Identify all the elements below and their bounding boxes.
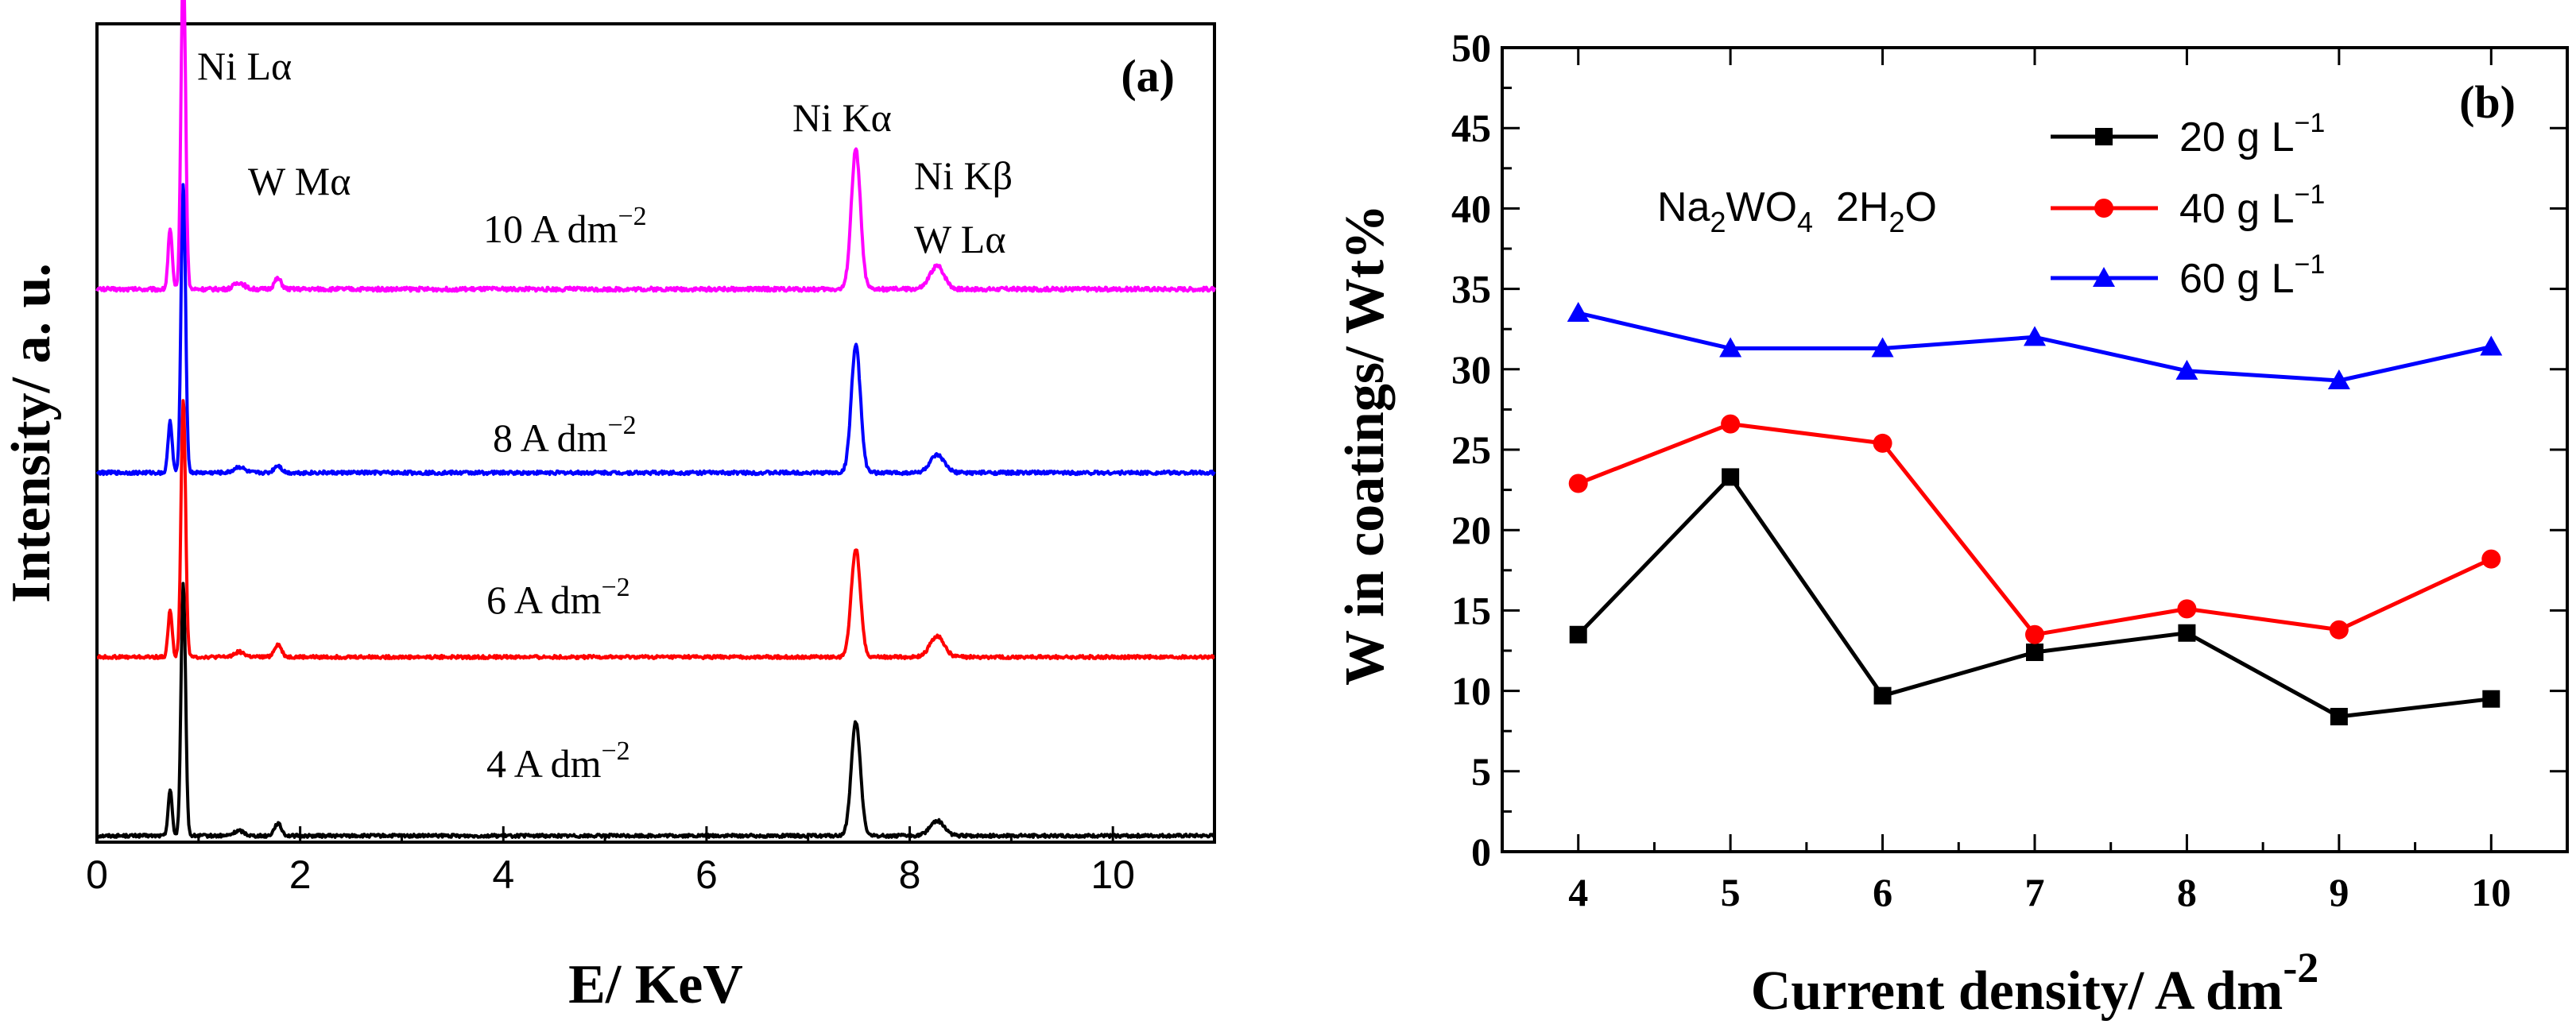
panel-b-y-tick-label: 10 — [1451, 669, 1491, 713]
panel-b-y-tick-label: 30 — [1451, 347, 1491, 392]
panel-b-x-tick-label: 4 — [1568, 870, 1588, 914]
panel-a-eds-spectra: 0 2 4 6 8 10 (a) Ni Lα W Mα Ni Kα Ni Kβ W Lα … — [1, 0, 1216, 1015]
series-label-4: 4 A dm−2 — [486, 736, 630, 786]
panel-b-y-tick-label: 5 — [1471, 749, 1491, 794]
legend-marker — [2095, 128, 2113, 145]
data-point — [1721, 414, 1741, 434]
data-point — [2026, 644, 2043, 662]
series-line-20gl — [1576, 474, 2492, 719]
panel-b-x-tick-label: 10 — [2471, 870, 2511, 914]
data-point — [1873, 433, 1892, 453]
legend-label: 20 g L−1 — [2179, 108, 2325, 160]
panel-a-x-ticks: 0 2 4 6 8 10 — [86, 826, 1216, 897]
panel-b-y-tick-label: 40 — [1451, 186, 1491, 230]
panel-b-x-tick-label: 9 — [2329, 870, 2349, 914]
panel-a-x-tick-label: 6 — [695, 852, 718, 897]
data-point — [2177, 599, 2197, 619]
peak-label-w-ma: W Mα — [248, 159, 351, 203]
data-point — [2481, 549, 2501, 569]
data-point — [2482, 690, 2500, 708]
panel-b-series — [1567, 301, 2503, 725]
panel-a-x-tick-label: 8 — [899, 852, 921, 897]
panel-a-series — [95, 0, 1216, 839]
legend-label: 40 g L−1 — [2179, 180, 2325, 232]
panel-a-x-tick-label: 0 — [86, 852, 108, 897]
panel-b-y-tick-label: 0 — [1471, 829, 1491, 874]
peak-label-w-la: W Lα — [914, 217, 1006, 261]
panel-b-x-tick-label: 7 — [2025, 870, 2045, 914]
peak-label-ni-ka: Ni Kα — [792, 95, 892, 140]
data-point — [1567, 301, 1590, 322]
panel-b-x-ticks: 4 5 6 7 8 9 10 — [1501, 48, 2569, 914]
data-point — [2330, 707, 2348, 725]
data-point — [1719, 337, 1742, 358]
panel-b-y-tick-label: 20 — [1451, 508, 1491, 552]
data-point — [1568, 474, 1588, 493]
spectrum-6-a-dm2 — [96, 399, 1215, 660]
panel-a-x-tick-label: 2 — [289, 852, 312, 897]
series-label-8: 8 A dm−2 — [493, 411, 637, 460]
legend-label: 60 g L−1 — [2179, 249, 2325, 302]
panel-b-x-axis-title: Current density/ A dm-2 — [1751, 944, 2319, 1022]
panel-b-x-tick-label: 8 — [2177, 870, 2197, 914]
spectrum-8-a-dm2 — [95, 183, 1216, 477]
legend-marker — [2093, 267, 2115, 287]
series-label-10: 10 A dm−2 — [483, 202, 647, 251]
panel-b-legend: 20 g L−1 40 g L−1 60 g L−1 — [2051, 108, 2325, 302]
data-point — [2480, 335, 2503, 356]
panel-b-y-tick-label: 50 — [1451, 25, 1491, 70]
panel-b-x-tick-label: 6 — [1873, 870, 1892, 914]
panel-a-frame — [95, 22, 1216, 844]
series-line-40gl — [1577, 422, 2493, 637]
data-point — [1569, 625, 1587, 644]
data-point — [2327, 369, 2350, 389]
data-point — [2025, 624, 2044, 644]
panel-b-y-ticks: 0 5 10 15 20 25 30 35 40 45 50 — [1451, 25, 2567, 874]
panel-a-y-axis-title: Intensity/ a. u. — [1, 263, 62, 603]
annotation-na2wo4: Na2WO4 2H2O — [1657, 184, 1937, 238]
panel-b-y-tick-label: 15 — [1451, 588, 1491, 632]
panel-b-y-tick-label: 45 — [1451, 106, 1491, 150]
data-point — [2024, 326, 2046, 346]
data-point — [2178, 624, 2196, 642]
data-point — [1873, 686, 1892, 705]
panel-a-tag: (a) — [1121, 50, 1175, 102]
panel-a-x-tick-label: 4 — [492, 852, 514, 897]
panel-b-x-tick-label: 5 — [1721, 870, 1741, 914]
series-label-6: 6 A dm−2 — [486, 573, 630, 622]
spectrum-10-a-dm2 — [95, 0, 1216, 293]
legend-marker — [2094, 199, 2113, 218]
data-point — [2329, 620, 2349, 640]
panel-b-y-tick-label: 25 — [1451, 427, 1491, 472]
peak-label-ni-kb: Ni Kβ — [914, 153, 1013, 198]
data-point — [1871, 337, 1894, 358]
panel-a-x-axis-title: E/ KeV — [568, 954, 743, 1015]
panel-b-y-axis-title: W in coatings/ Wt% — [1334, 204, 1396, 686]
panel-a-x-tick-label: 10 — [1090, 852, 1135, 897]
data-point — [1722, 468, 1740, 486]
panel-b-tag: (b) — [2459, 76, 2516, 128]
data-point — [2175, 359, 2198, 380]
panel-b-y-tick-label: 35 — [1451, 267, 1491, 311]
series-line-60gl — [1578, 311, 2492, 383]
peak-label-ni-la: Ni Lα — [197, 44, 292, 88]
spectrum-4-a-dm2 — [95, 582, 1216, 839]
